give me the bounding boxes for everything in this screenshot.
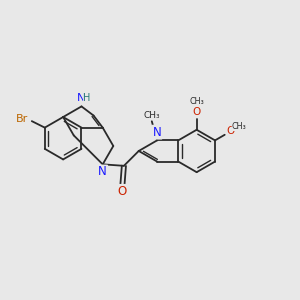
Text: CH₃: CH₃ bbox=[189, 97, 204, 106]
Text: O: O bbox=[118, 185, 127, 198]
Text: N: N bbox=[77, 93, 86, 103]
Text: N: N bbox=[153, 126, 161, 139]
Text: CH₃: CH₃ bbox=[143, 111, 160, 120]
Text: O: O bbox=[193, 106, 201, 116]
Text: N: N bbox=[98, 166, 107, 178]
Text: O: O bbox=[227, 126, 235, 136]
Text: Br: Br bbox=[16, 114, 28, 124]
Text: CH₃: CH₃ bbox=[232, 122, 247, 131]
Text: H: H bbox=[83, 93, 91, 103]
